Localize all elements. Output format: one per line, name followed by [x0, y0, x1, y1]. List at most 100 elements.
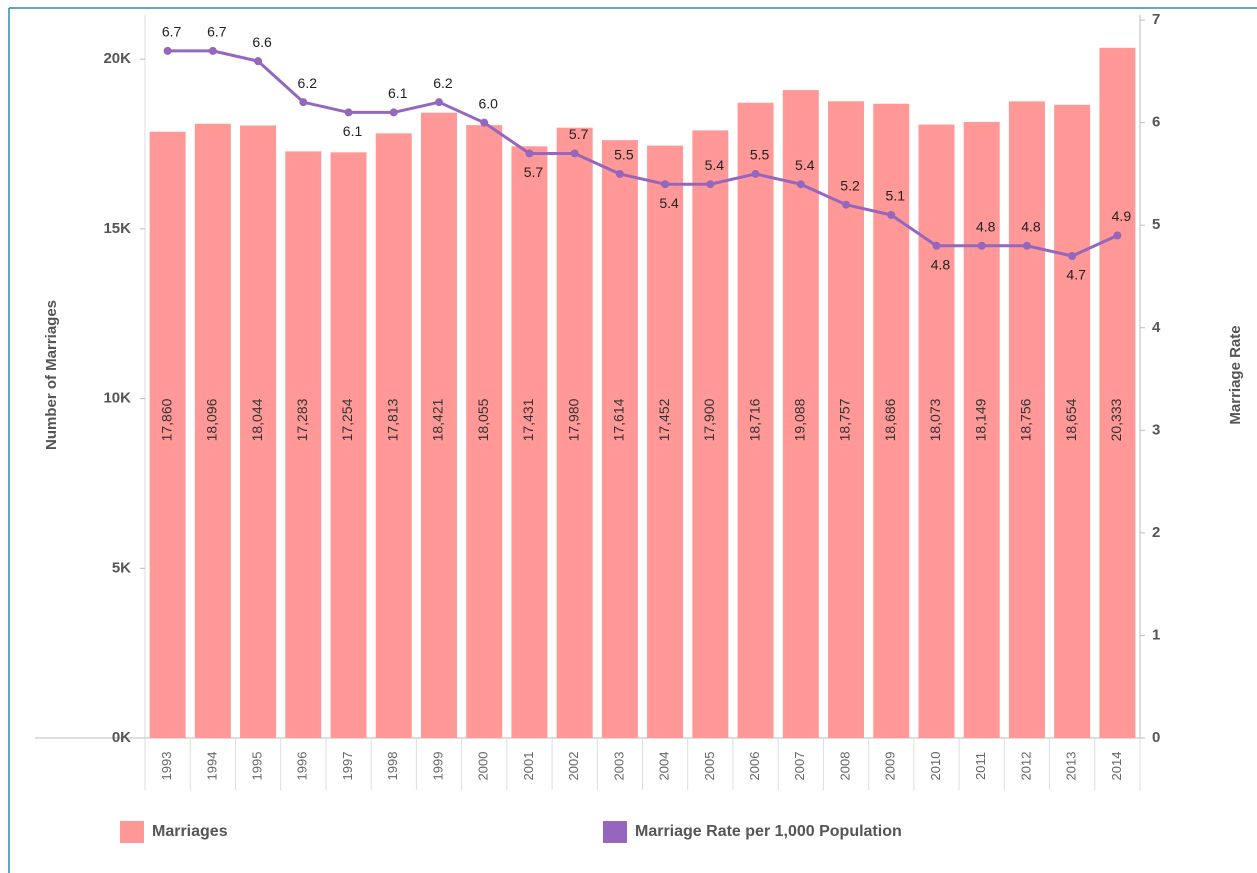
bar — [149, 131, 186, 739]
bar-value-label: 17,980 — [565, 398, 581, 441]
bar-value-label: 18,073 — [927, 398, 943, 441]
rate-line — [167, 49, 1119, 258]
bar — [782, 90, 819, 739]
x-tick-label: 2008 — [837, 752, 852, 781]
rate-label: 5.7 — [524, 164, 544, 180]
legend-label: Marriages — [152, 823, 228, 840]
x-tick-label: 2012 — [1018, 752, 1033, 781]
x-tick-label: 2003 — [611, 752, 626, 781]
y-tick-label: 15K — [103, 220, 131, 237]
y2-tick-label: 2 — [1152, 524, 1160, 541]
x-tick-label: 2004 — [657, 752, 672, 781]
bar — [692, 130, 729, 738]
y-tick-label: 5K — [112, 559, 131, 576]
rate-point — [796, 180, 805, 189]
x-tick-label: 1999 — [430, 752, 445, 781]
rate-point — [887, 210, 896, 219]
rate-point — [525, 149, 534, 158]
rate-point — [751, 169, 760, 178]
bar — [873, 103, 910, 738]
y2-tick-label: 6 — [1152, 114, 1160, 131]
x-tick-label: 2007 — [792, 752, 807, 781]
x-tick-label: 1993 — [159, 752, 174, 781]
bar — [330, 152, 367, 738]
rate-label: 5.1 — [886, 188, 906, 204]
rate-label: 5.5 — [750, 147, 770, 163]
bar-value-label: 17,283 — [294, 398, 310, 441]
bar — [1008, 101, 1045, 739]
rate-point — [299, 98, 308, 107]
legend-label: Marriage Rate per 1,000 Population — [635, 823, 902, 840]
bar-value-label: 18,044 — [249, 398, 265, 441]
rate-label: 4.7 — [1066, 267, 1086, 283]
rate-point — [706, 180, 715, 189]
rate-label: 6.2 — [298, 75, 318, 91]
rate-label: 5.4 — [705, 157, 725, 173]
bar-value-label: 17,614 — [611, 398, 627, 441]
bar — [194, 123, 231, 738]
rate-point — [615, 169, 624, 178]
y2-tick-label: 0 — [1152, 729, 1160, 746]
legend-swatch — [120, 821, 144, 843]
bar-value-label: 19,088 — [791, 398, 807, 441]
y-tick-label: 10K — [103, 390, 131, 407]
rate-point — [1022, 241, 1031, 250]
x-tick-label: 2013 — [1064, 752, 1079, 781]
rate-label: 5.7 — [569, 126, 589, 142]
bar-value-label: 18,757 — [837, 398, 853, 441]
bar — [466, 125, 503, 738]
x-tick-label: 1994 — [204, 752, 219, 781]
bar-value-label: 18,055 — [475, 398, 491, 441]
bar — [511, 146, 548, 739]
rate-point — [977, 241, 986, 250]
y2-tick-label: 1 — [1152, 626, 1160, 643]
bar — [737, 102, 774, 738]
bar-value-label: 17,431 — [520, 398, 536, 441]
rate-point — [434, 98, 443, 107]
rate-label: 6.0 — [478, 95, 498, 111]
bar-value-label: 18,149 — [972, 398, 988, 441]
bar-value-label: 18,756 — [1018, 398, 1034, 441]
x-tick-label: 2009 — [883, 752, 898, 781]
y2-tick-label: 5 — [1152, 216, 1160, 233]
bar-value-label: 17,254 — [339, 398, 355, 441]
y2-tick-label: 3 — [1152, 421, 1160, 438]
bar-value-label: 18,686 — [882, 398, 898, 441]
rate-point — [389, 108, 398, 117]
x-tick-label: 2011 — [973, 752, 988, 780]
bar — [963, 121, 1000, 738]
rate-point — [344, 108, 353, 117]
bar — [375, 133, 412, 738]
rate-label: 5.4 — [795, 157, 815, 173]
y-axis-title: Number of Marriages — [43, 300, 60, 450]
x-tick-label: 1995 — [250, 752, 265, 781]
bar — [420, 112, 457, 738]
y2-tick-label: 7 — [1152, 11, 1160, 28]
rate-label: 5.4 — [659, 195, 679, 211]
rate-point — [570, 149, 579, 158]
rate-label: 4.8 — [1021, 218, 1041, 234]
x-tick-label: 2000 — [476, 752, 491, 781]
bar — [647, 145, 684, 738]
rate-point — [932, 241, 941, 250]
x-tick-label: 2005 — [702, 752, 717, 781]
x-tick-label: 2001 — [521, 752, 536, 781]
rate-label: 6.1 — [343, 123, 363, 139]
bar — [1099, 47, 1136, 738]
bar — [285, 151, 322, 738]
bar — [240, 125, 277, 738]
bar-value-label: 17,860 — [158, 398, 174, 441]
rate-label: 4.8 — [976, 218, 996, 234]
rate-label: 5.5 — [614, 147, 634, 163]
bar-value-label: 17,900 — [701, 398, 717, 441]
rate-label: 5.2 — [840, 177, 860, 193]
bar-value-label: 18,716 — [746, 398, 762, 441]
rate-label: 4.9 — [1112, 208, 1132, 224]
rate-label: 6.2 — [433, 75, 453, 91]
rate-label: 6.7 — [162, 24, 182, 40]
rate-label: 4.8 — [931, 256, 951, 272]
bar-value-label: 18,096 — [204, 398, 220, 441]
rate-point — [163, 46, 172, 55]
rate-point — [480, 118, 489, 127]
